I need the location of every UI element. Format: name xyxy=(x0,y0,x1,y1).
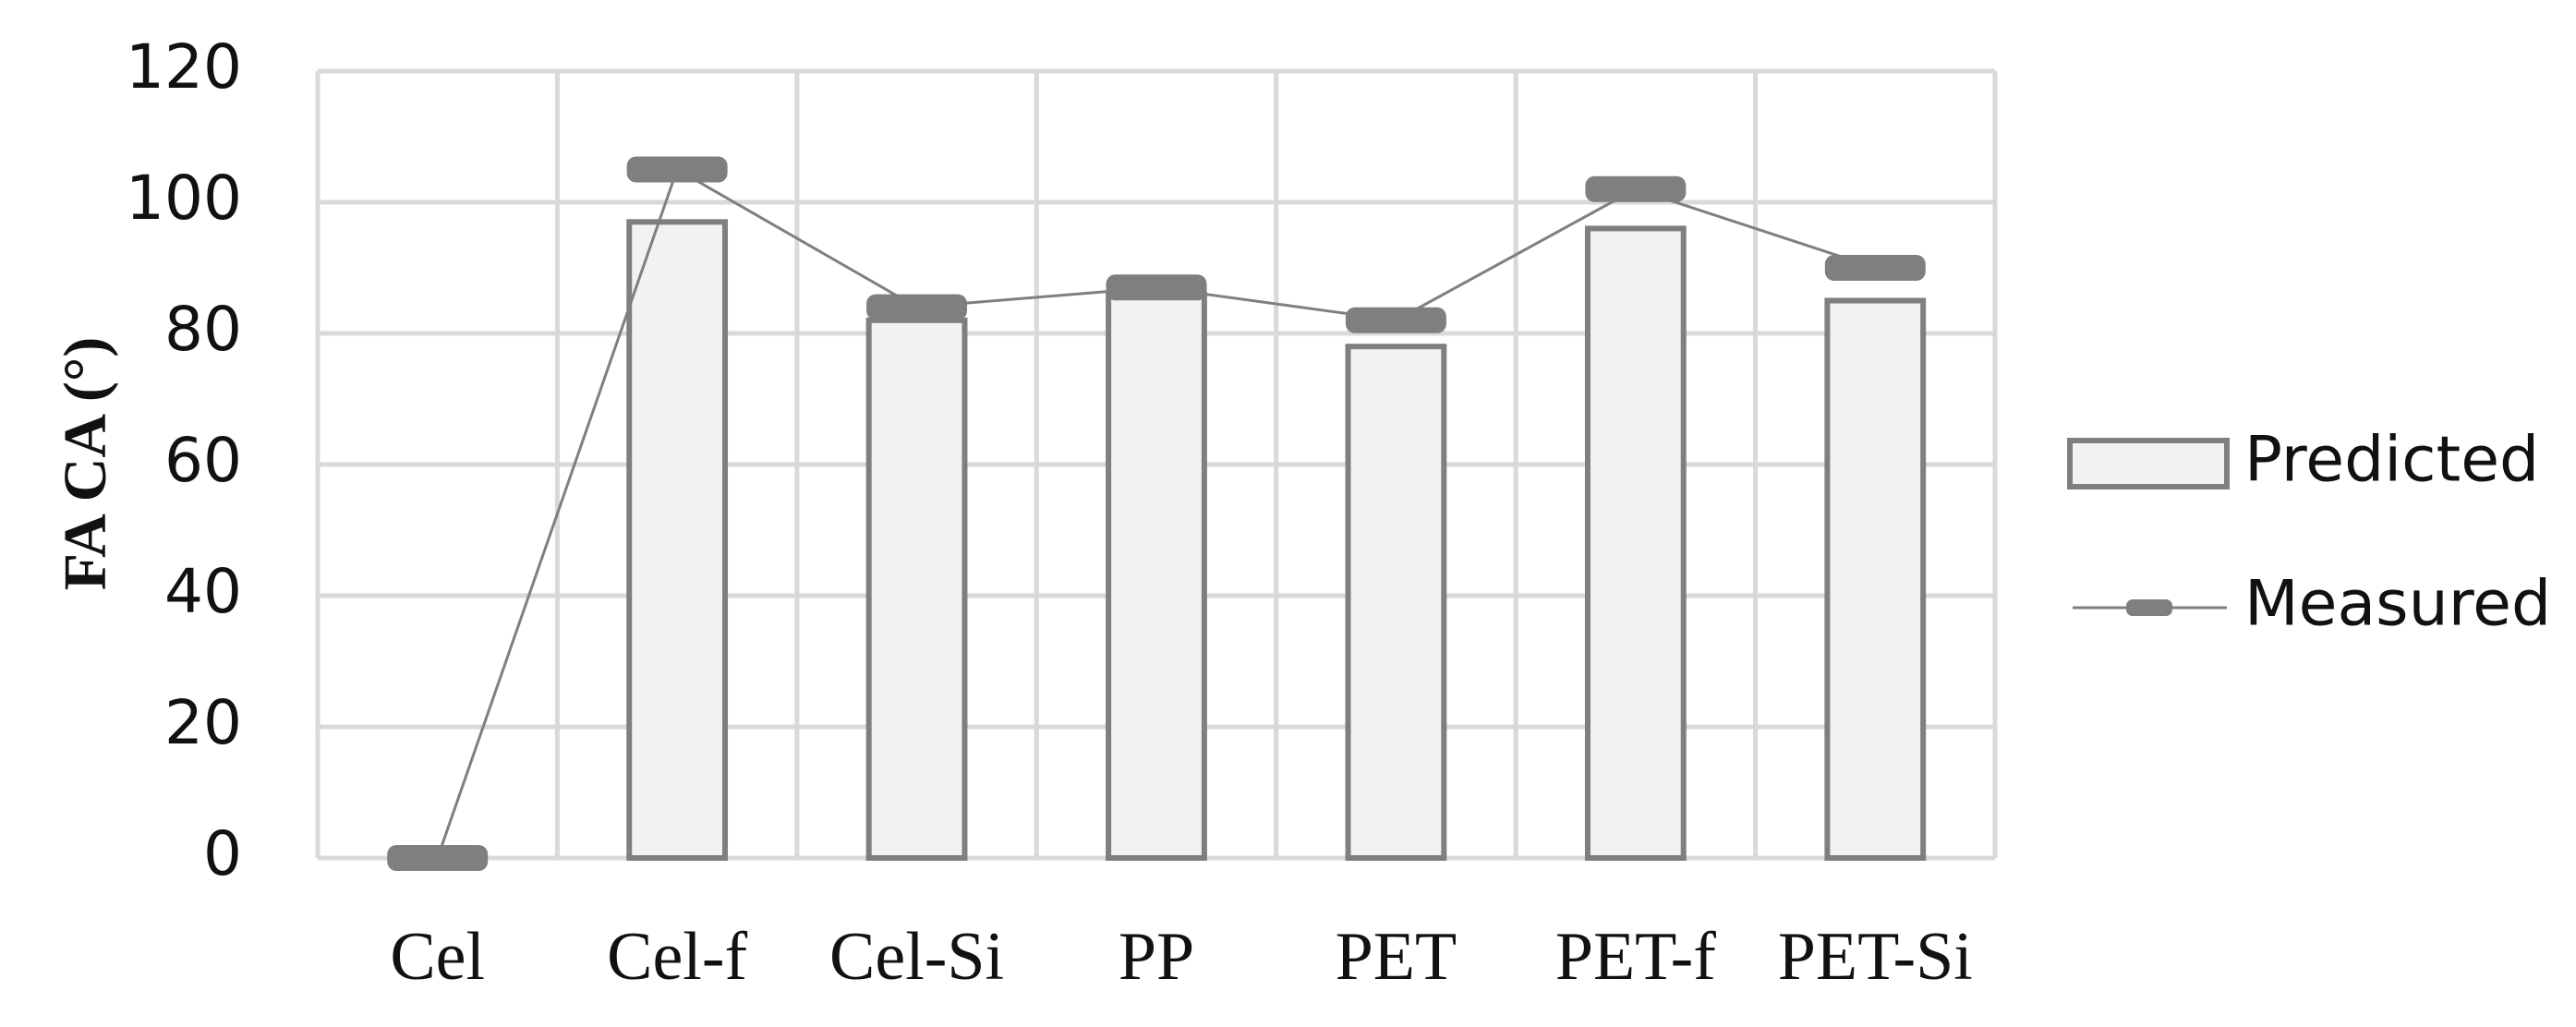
legend-label: Measured xyxy=(2244,568,2551,641)
y-tick-label: 20 xyxy=(164,687,242,758)
bar xyxy=(1106,291,1207,861)
x-tick-label: PET-f xyxy=(1555,919,1716,995)
x-tick-label: Cel xyxy=(390,919,485,995)
marker xyxy=(1345,307,1446,333)
marker xyxy=(387,845,489,871)
x-tick-label: PET xyxy=(1336,919,1457,995)
y-tick-label: 40 xyxy=(164,556,242,627)
legend-label: Predicted xyxy=(2244,424,2539,497)
y-tick-label: 80 xyxy=(164,294,242,365)
y-tick-label: 100 xyxy=(126,163,242,234)
bar xyxy=(1584,225,1687,861)
legend-swatch xyxy=(2126,599,2172,616)
marker xyxy=(1585,175,1687,202)
bar xyxy=(1824,297,1927,861)
bar xyxy=(626,219,729,862)
y-tick-label: 0 xyxy=(203,818,242,889)
x-tick-label: Cel-Si xyxy=(829,919,1004,995)
legend-swatch xyxy=(2067,438,2230,489)
y-tick-label: 60 xyxy=(164,425,242,496)
bar xyxy=(865,317,968,861)
x-tick-label: Cel-f xyxy=(607,919,747,995)
y-tick-label: 120 xyxy=(126,31,242,103)
x-tick-label: PET-Si xyxy=(1778,919,1973,995)
marker xyxy=(626,156,728,183)
x-tick-label: PP xyxy=(1119,919,1194,995)
marker xyxy=(866,294,968,320)
y-axis-label: FA CA (°) xyxy=(52,337,119,590)
marker xyxy=(1106,274,1207,301)
marker xyxy=(1824,255,1926,281)
bar xyxy=(1345,344,1447,861)
